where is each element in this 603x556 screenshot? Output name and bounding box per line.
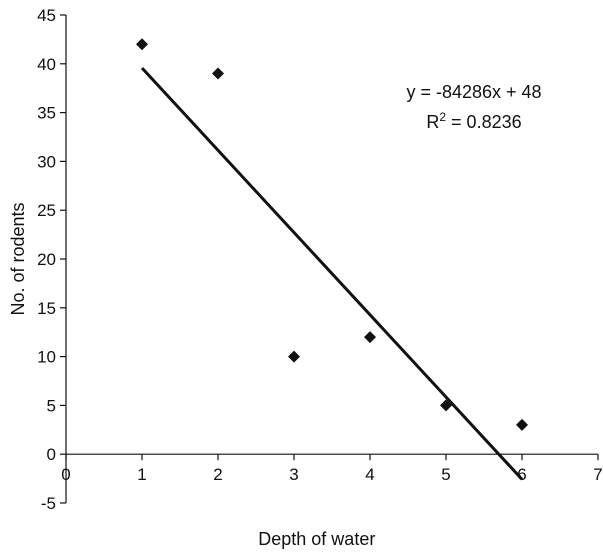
y-tick-label: 45 (37, 6, 56, 25)
r-squared-label: R2 = 0.8236 (426, 110, 521, 132)
data-point (516, 418, 528, 431)
y-tick-label: 25 (37, 201, 56, 220)
data-point (364, 331, 376, 344)
y-axis-label: No. of rodents (8, 202, 28, 315)
y-tick-label: 0 (47, 445, 56, 464)
trendline-equation: y = -84286x + 48 (406, 82, 541, 102)
y-tick-label: 10 (37, 348, 56, 367)
x-tick-label: 0 (61, 465, 70, 484)
x-axis-label: Depth of water (258, 529, 375, 549)
points-group (136, 38, 528, 431)
x-tick-label: 4 (365, 465, 374, 484)
x-tick-label: 5 (441, 465, 450, 484)
data-point (288, 350, 300, 363)
y-tick-label: 35 (37, 104, 56, 123)
x-tick-label: 7 (593, 465, 602, 484)
r2-prefix: R (426, 112, 439, 132)
x-tick-label: 3 (289, 465, 298, 484)
x-tick-label: 2 (213, 465, 222, 484)
trendline-group (140, 66, 524, 481)
trendline (140, 66, 524, 481)
data-point (136, 38, 148, 51)
x-tick-label: 6 (517, 465, 526, 484)
y-tick-label: 5 (47, 396, 56, 415)
y-tick-label: -5 (41, 494, 56, 513)
x-tick-label: 1 (137, 465, 146, 484)
data-point (440, 399, 452, 412)
y-tick-label: 20 (37, 250, 56, 269)
r2-superscript: 2 (439, 110, 446, 124)
labels-group: No. of rodents Depth of water y = -84286… (8, 82, 542, 549)
data-point (212, 67, 224, 80)
r2-value: = 0.8236 (446, 112, 522, 132)
y-tick-label: 40 (37, 55, 56, 74)
y-tick-label: 15 (37, 299, 56, 318)
y-tick-label: 30 (37, 152, 56, 171)
